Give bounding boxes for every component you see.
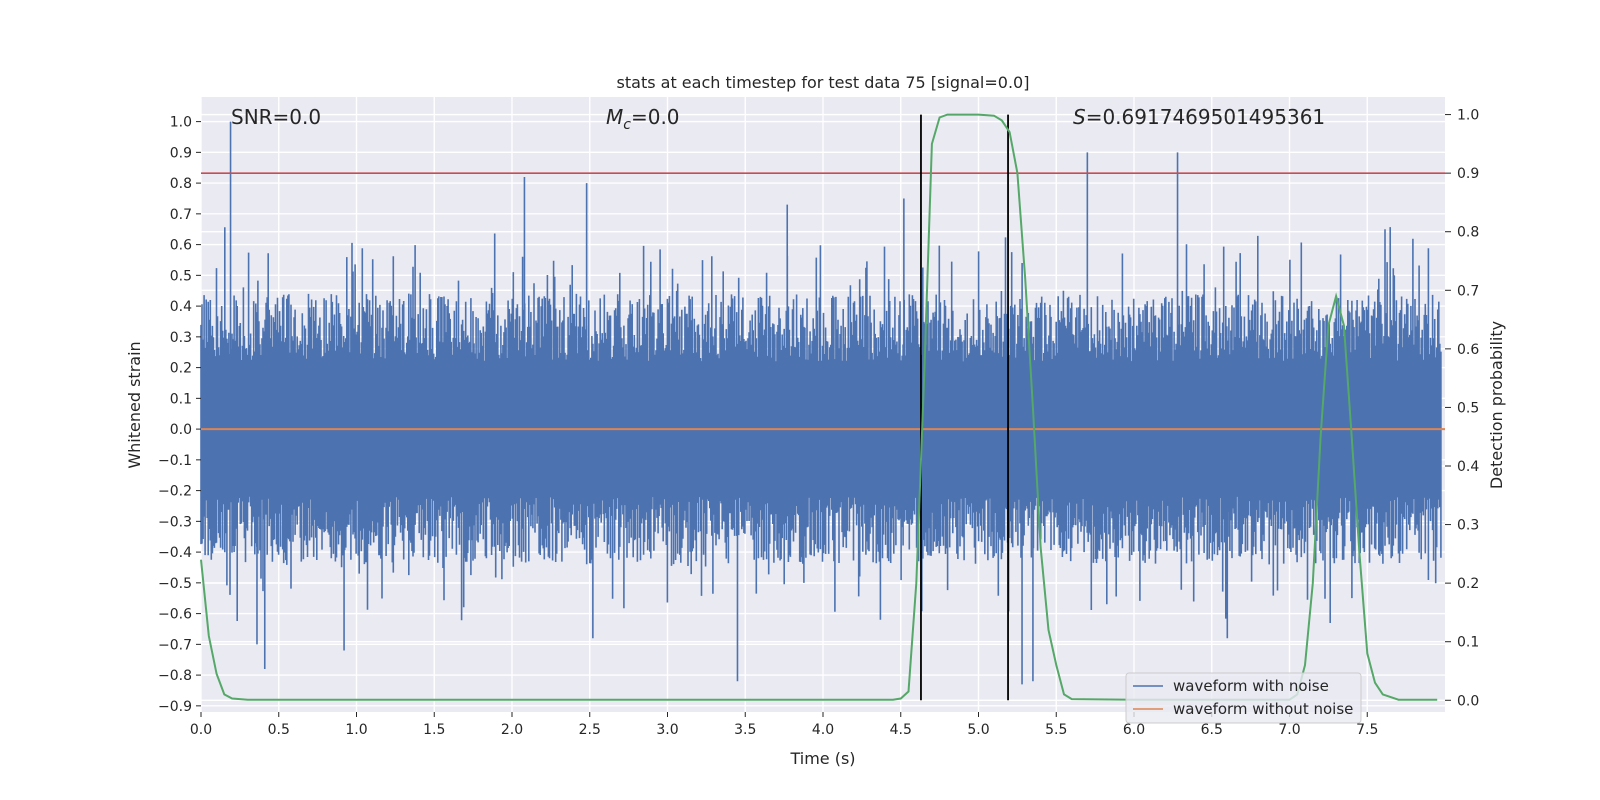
right-y-tick-label: 0.2	[1457, 576, 1479, 592]
right-y-tick-label: 0.7	[1457, 283, 1479, 299]
y-tick-label: −0.8	[158, 668, 192, 684]
y-tick-label: 0.4	[170, 299, 192, 315]
chirp-mass-value: =0.0	[631, 105, 680, 129]
right-y-tick-label: 0.4	[1457, 459, 1479, 475]
y-tick-label: 0.5	[170, 268, 192, 284]
y-tick-label: −0.5	[158, 576, 192, 592]
y-tick-label: −0.3	[158, 514, 192, 530]
right-y-tick-label: 0.6	[1457, 342, 1479, 358]
y-tick-label: −0.6	[158, 607, 192, 623]
chirp-mass-subscript: c	[623, 117, 631, 133]
y-tick-label: 0.7	[170, 207, 192, 223]
y-tick-label: −0.4	[158, 545, 192, 561]
chirp-mass-annotation: Mc=0.0	[606, 105, 680, 133]
x-tick-label: 7.0	[1278, 722, 1300, 738]
y-tick-label: 0.1	[170, 391, 192, 407]
x-tick-label: 4.0	[812, 722, 834, 738]
x-tick-label: 2.0	[501, 722, 523, 738]
right-y-tick-label: 0.5	[1457, 400, 1479, 416]
y-tick-label: 0.9	[170, 145, 192, 161]
x-tick-label: 5.0	[967, 722, 989, 738]
right-y-axis-label: Detection probability	[1487, 321, 1506, 489]
legend-label-clean: waveform without noise	[1173, 700, 1353, 718]
legend-label-noise: waveform with noise	[1173, 677, 1329, 695]
x-tick-label: 1.0	[345, 722, 367, 738]
legend: waveform with noise waveform without noi…	[1125, 672, 1362, 724]
score-value: =0.6917469501495361	[1086, 105, 1325, 129]
x-tick-label: 1.5	[423, 722, 445, 738]
y-tick-label: −0.1	[158, 453, 192, 469]
right-y-tick-label: 0.0	[1457, 693, 1479, 709]
snr-annotation: SNR=0.0	[231, 105, 321, 129]
y-axis-label: Whitened strain	[125, 341, 144, 468]
x-tick-label: 7.5	[1356, 722, 1378, 738]
right-y-tick-label: 0.3	[1457, 518, 1479, 534]
right-y-tick-label: 0.1	[1457, 635, 1479, 651]
x-tick-label: 3.5	[734, 722, 756, 738]
noisy-waveform-series	[200, 121, 1442, 685]
x-tick-label: 3.0	[656, 722, 678, 738]
x-tick-label: 2.5	[579, 722, 601, 738]
y-tick-label: −0.2	[158, 484, 192, 500]
x-tick-label: 6.5	[1201, 722, 1223, 738]
x-ticks: 0.0 0.5 1.0 1.5 2.0 2.5 3.0 3.5 4.0 4.5 5.0 5.5 6.0 6…	[190, 712, 1378, 738]
x-tick-label: 4.5	[890, 722, 912, 738]
y-tick-label: 0.2	[170, 361, 192, 377]
x-axis-label: Time (s)	[789, 749, 855, 768]
legend-box	[1125, 672, 1362, 724]
y-tick-label: 0.6	[170, 238, 192, 254]
right-y-ticks: 1.0 0.9 0.8 0.7 0.6 0.5 0.4 0.3 0.2 0.1 0.0	[1445, 108, 1479, 709]
detection-window-lines	[920, 114, 1009, 701]
right-y-tick-label: 1.0	[1457, 108, 1479, 124]
chart-title: stats at each timestep for test data 75 …	[617, 73, 1030, 92]
x-tick-label: 6.0	[1123, 722, 1145, 738]
y-tick-label: 1.0	[170, 115, 192, 131]
x-tick-label: 5.5	[1045, 722, 1067, 738]
x-tick-label: 0.0	[190, 722, 212, 738]
chirp-mass-symbol: M	[606, 105, 623, 129]
noise-band	[200, 227, 1442, 623]
right-y-tick-label: 0.8	[1457, 225, 1479, 241]
x-tick-label: 0.5	[268, 722, 290, 738]
score-symbol: S	[1073, 105, 1086, 129]
y-tick-label: 0.3	[170, 330, 192, 346]
y-tick-label: 0.0	[170, 422, 192, 438]
y-ticks: 1.0 0.9 0.8 0.7 0.6 0.5 0.4 0.3 0.2 0.1 0.0 −0.1 −0.…	[158, 115, 201, 715]
y-tick-label: −0.9	[158, 699, 192, 715]
y-tick-label: 0.8	[170, 176, 192, 192]
score-annotation: S=0.6917469501495361	[1073, 105, 1325, 129]
y-tick-label: −0.7	[158, 637, 192, 653]
right-y-tick-label: 0.9	[1457, 166, 1479, 182]
detection-probability-line	[200, 113, 1438, 701]
